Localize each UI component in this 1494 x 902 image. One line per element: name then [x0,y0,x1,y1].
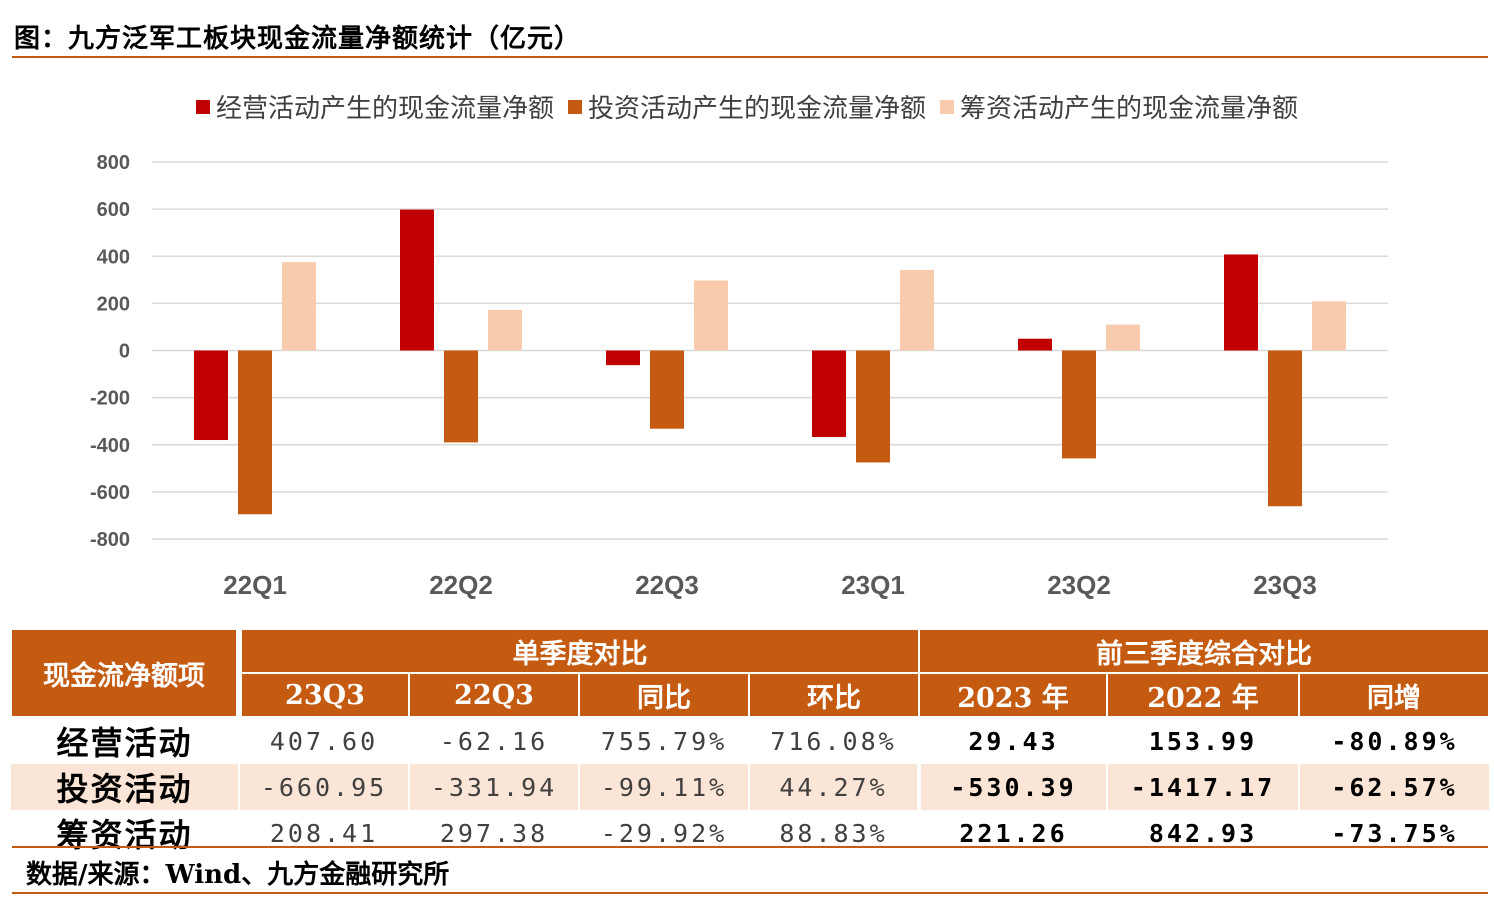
bar [282,262,316,351]
y-tick-label: -800 [90,529,130,551]
bar [400,209,434,351]
table-sub-header: 23Q3 [238,672,410,718]
table-group-header-quarter: 单季度对比 [238,628,920,674]
row-label: 筹资活动 [56,816,193,854]
legend-label-financing: 筹资活动产生的现金流量净额 [960,94,1299,124]
y-tick-label: -400 [90,435,130,457]
title-rule [12,56,1488,58]
summary-table: 现金流净额项 单季度对比 前三季度综合对比 23Q3 22Q3 同比 环比 20… [10,628,1491,856]
table-sub-header: 同增 [1297,672,1491,718]
bar [444,350,478,443]
bar [1106,324,1140,351]
bar [812,350,846,437]
x-tick-label: 22Q1 [223,570,287,600]
table-sub-header: 同比 [578,672,750,718]
table-cell: 755.79% [578,717,749,764]
table-cell: 208.41 [238,810,409,856]
bar [650,350,684,429]
table-cell: -80.89% [1297,717,1490,764]
legend-label-investing: 投资活动产生的现金流量净额 [587,94,926,124]
x-tick-label: 23Q2 [1047,570,1111,600]
table-cell: 221.26 [917,810,1107,856]
x-tick-label: 22Q2 [429,570,493,600]
bar [900,269,934,351]
bar [238,350,272,515]
source-note: 数据/来源：Wind、九方金融研究所 [26,860,450,890]
table-cell: -62.16 [408,717,579,764]
table-row-investing: 投资活动 -660.95 -331.94 -99.11% 44.27% -530… [11,764,1490,810]
table-cell: -73.75% [1297,810,1490,856]
bar [488,309,522,351]
x-tick-label: 23Q1 [841,570,905,600]
table-cell: -660.95 [238,764,409,810]
bar [1268,350,1302,507]
legend-swatch-operating [195,99,210,114]
bar-chart: 800 600 400 200 0 -200 -400 -600 -800 22Q1 22Q2 22Q… [90,152,1388,600]
legend-label-operating: 经营活动产生的现金流量净额 [215,94,554,124]
table-cell: 153.99 [1106,717,1299,764]
table-cell: 88.83% [748,810,919,856]
table-cell: -29.92% [578,810,749,856]
row-label: 投资活动 [11,764,239,810]
source-rule-bottom [12,892,1488,894]
table-cell: -99.11% [578,764,749,810]
legend-item-financing: 筹资活动产生的现金流量净额 [940,88,1298,125]
table-cell: -530.39 [917,764,1107,810]
y-tick-label: -200 [90,388,130,410]
y-tick-label: 200 [97,293,130,315]
bar [856,350,890,463]
legend-item-operating: 经营活动产生的现金流量净额 [195,88,554,125]
bar [606,350,640,366]
y-tick-label: 0 [119,341,130,363]
table-cell: 716.08% [748,717,919,764]
bar [1062,350,1096,459]
legend-item-investing: 投资活动产生的现金流量净额 [567,88,926,125]
table-row-financing: 筹资活动 208.41 297.38 -29.92% 88.83% 221.26… [11,810,1490,856]
y-tick-label: 600 [97,199,130,221]
table-cell: -1417.17 [1106,764,1299,810]
table-sub-header: 环比 [748,672,920,718]
table-sub-header: 22Q3 [408,672,580,718]
bar [694,280,728,351]
table-sub-header: 2022 年 [1106,672,1300,718]
y-tick-label: 800 [97,152,130,174]
chart-legend: 经营活动产生的现金流量净额 投资活动产生的现金流量净额 筹资活动产生的现金流量净… [0,88,1494,125]
table-cell: -62.57% [1297,764,1490,810]
table-corner-header: 现金流净额项 [10,628,242,718]
table-cell: -331.94 [408,764,579,810]
bar [194,350,228,441]
legend-swatch-investing [567,99,582,114]
table-cell: 407.60 [238,717,409,764]
table-cell: 297.38 [408,810,579,856]
x-tick-label: 23Q3 [1253,570,1317,600]
bar [1224,254,1258,351]
table-sub-header: 2023 年 [918,672,1108,718]
legend-swatch-financing [940,99,954,114]
table-row-operating: 经营活动 407.60 -62.16 755.79% 716.08% 29.43… [11,717,1490,764]
bar [1018,338,1052,351]
figure-title: 图：九方泛军工板块现金流量净额统计（亿元） [14,24,582,54]
bar [1312,301,1346,351]
x-tick-label: 22Q3 [635,570,699,600]
row-label: 经营活动 [56,724,193,762]
table-group-header-ytd: 前三季度综合对比 [917,628,1491,674]
source-rule-top [12,846,1488,848]
table-cell: 29.43 [917,717,1107,764]
table-cell: 842.93 [1106,810,1299,856]
y-tick-label: -600 [90,482,130,504]
table-cell: 44.27% [748,764,919,810]
y-tick-label: 400 [97,246,130,268]
